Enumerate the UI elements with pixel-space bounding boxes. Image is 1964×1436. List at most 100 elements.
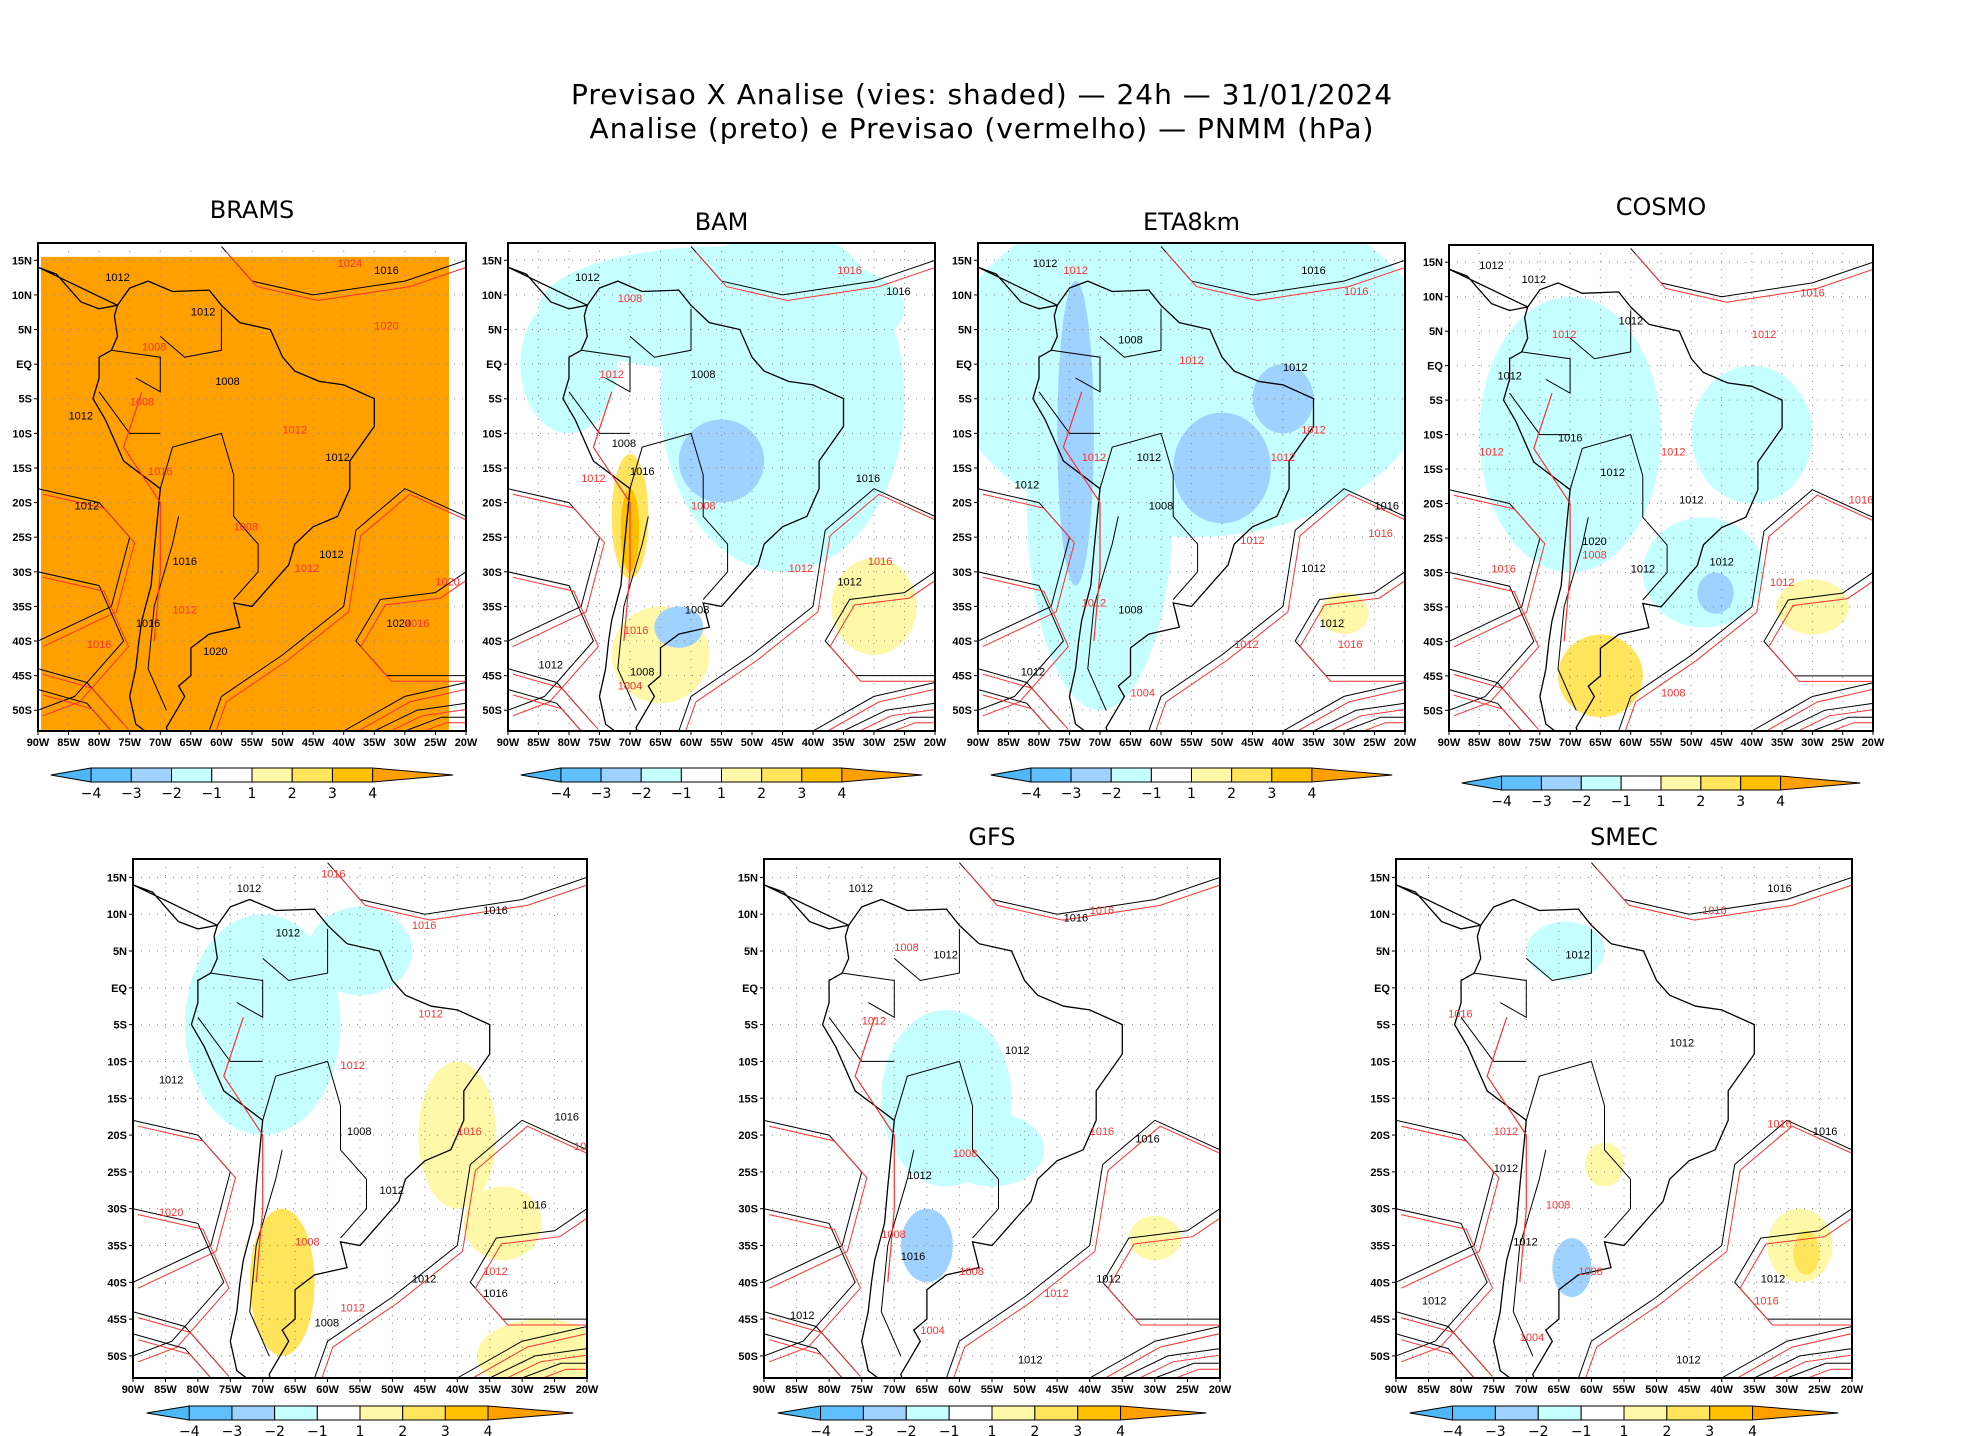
lat-tick-label: 5N [113, 946, 127, 958]
isobar-label: 1016 [148, 466, 172, 478]
south-america-coastline [1449, 268, 1783, 731]
colorbar-label: −1 [201, 786, 222, 802]
country-border [210, 972, 264, 1019]
isobar-label: 1012 [1552, 329, 1576, 341]
lat-tick-label: 30S [1423, 567, 1443, 579]
forecast-isobar [1533, 393, 1571, 642]
colorbar-label: 1 [988, 1424, 997, 1436]
lat-tick-label: 15N [107, 872, 127, 884]
lon-tick-label: 25W [1831, 737, 1854, 749]
isobar-label: 1012 [1015, 480, 1039, 492]
lat-tick-label: 20S [12, 498, 32, 510]
lat-tick-label: 10N [12, 290, 32, 302]
isobar-label: 1008 [215, 376, 239, 388]
isobar-label: 1012 [418, 1008, 442, 1020]
forecast-isobar [512, 493, 605, 648]
forecast-isobar [826, 688, 935, 731]
isobar-label: 1016 [1849, 495, 1873, 507]
country-border [147, 516, 180, 711]
isobar-label: 1016 [321, 868, 345, 880]
south-america-coastline [764, 884, 1123, 1378]
colorbar-box [761, 767, 803, 783]
country-border [1460, 1017, 1527, 1062]
bias-shading-fill [41, 256, 449, 731]
lon-tick-label: 25W [893, 737, 916, 749]
isobar-label: 1012 [1301, 563, 1325, 575]
isobar-label: 1012 [319, 549, 343, 561]
isobar-label: 1012 [1320, 618, 1344, 630]
lon-tick-label: 40W [1078, 1384, 1101, 1396]
isobar-label: 1012 [1497, 370, 1521, 382]
lat-tick-label: 30S [952, 567, 972, 579]
analysis-isobar [489, 1348, 587, 1378]
lat-tick-label: EQ [1427, 361, 1443, 373]
lon-tick-label: 75W [118, 737, 141, 749]
lat-tick-label: 10S [1370, 1056, 1390, 1068]
forecast-isobar [215, 493, 466, 731]
colorbar: −4 −3 −2 −1 1 2 3 4 [990, 767, 1393, 802]
forecast-isobar [1770, 1354, 1852, 1378]
colorbar-label: 2 [1662, 1424, 1671, 1436]
colorbar-box [560, 767, 602, 783]
map-area: 1012 1016 1016 1016 1012 1012 1012 1012 1016 1016… [133, 859, 587, 1378]
isobar-label: 1016 [1338, 639, 1362, 651]
colorbar-box [1537, 1405, 1582, 1421]
lat-tick-label: 20S [482, 498, 502, 510]
forecast-isobar [769, 1214, 861, 1363]
isobar-label: 1004 [1520, 1332, 1544, 1344]
lon-tick-label: 55W [1650, 737, 1673, 749]
colorbar-label: 4 [1776, 794, 1785, 810]
isobar-label: 1008 [347, 1126, 371, 1138]
lon-tick-label: 30W [394, 737, 417, 749]
panel-title: ETA8km [1143, 208, 1240, 236]
lon-tick-label: 65W [916, 1384, 939, 1396]
isobar-label: 1012 [1770, 577, 1794, 589]
forecast-isobar [1453, 494, 1546, 648]
lat-tick-label: 30S [738, 1204, 758, 1216]
bias-shading-area [184, 914, 341, 1136]
isobar-label: 1012 [1761, 1273, 1785, 1285]
isobar-label: 1012 [276, 927, 300, 939]
lat-tick-label: 10N [952, 290, 972, 302]
colorbar: −4 −3 −2 −1 1 2 3 4 [146, 1405, 574, 1436]
isobar-label: 1012 [862, 1016, 886, 1028]
lon-tick-label: 70W [1515, 1384, 1538, 1396]
lon-tick-label: 35W [1111, 1384, 1134, 1396]
lon-tick-label: 80W [558, 737, 581, 749]
colorbar-box [331, 767, 374, 783]
colorbar-box [1191, 767, 1233, 783]
isobar-label: 1008 [894, 942, 918, 954]
colorbar-label: −2 [1571, 794, 1592, 810]
lon-tick-label: 70W [1559, 737, 1582, 749]
colorbar-label: −2 [1101, 786, 1122, 802]
isobar-label: 1008 [881, 1229, 905, 1241]
forecast-isobar [223, 1017, 264, 1283]
lon-tick-label: 30W [1333, 737, 1356, 749]
lon-tick-label: 30W [1801, 737, 1824, 749]
lon-tick-label: 50W [741, 737, 764, 749]
isobar-label: 1016 [522, 1200, 546, 1212]
colorbar-arrow-high [1752, 1405, 1839, 1421]
colorbar-arrow-high [487, 1405, 574, 1421]
colorbar-box [1452, 1405, 1496, 1421]
colorbar-label: −3 [121, 786, 142, 802]
isobar-label: 1012 [539, 660, 563, 672]
lon-tick-label: 85W [154, 1384, 177, 1396]
isobar-label: 1012 [1240, 535, 1264, 547]
colorbar-label: 2 [1227, 786, 1236, 802]
forecast-isobar [1585, 1125, 1852, 1378]
isobar-label: 1012 [1600, 467, 1624, 479]
analysis-isobar [1781, 702, 1873, 731]
forecast-isobar [982, 673, 1069, 730]
colorbar-arrow-low [146, 1405, 190, 1421]
lat-tick-label: 50S [1370, 1351, 1390, 1363]
lat-tick-label: 40S [952, 636, 972, 648]
isobar-label: 1008 [691, 369, 715, 381]
analysis-isobar [343, 682, 466, 731]
lat-tick-label: 45S [1423, 671, 1443, 683]
lat-tick-label: 45S [952, 671, 972, 683]
lat-tick-label: 25S [12, 532, 32, 544]
forecast-isobar [829, 580, 935, 682]
isobar-label: 1016 [1064, 913, 1088, 925]
bias-shading-area [939, 1112, 1045, 1187]
